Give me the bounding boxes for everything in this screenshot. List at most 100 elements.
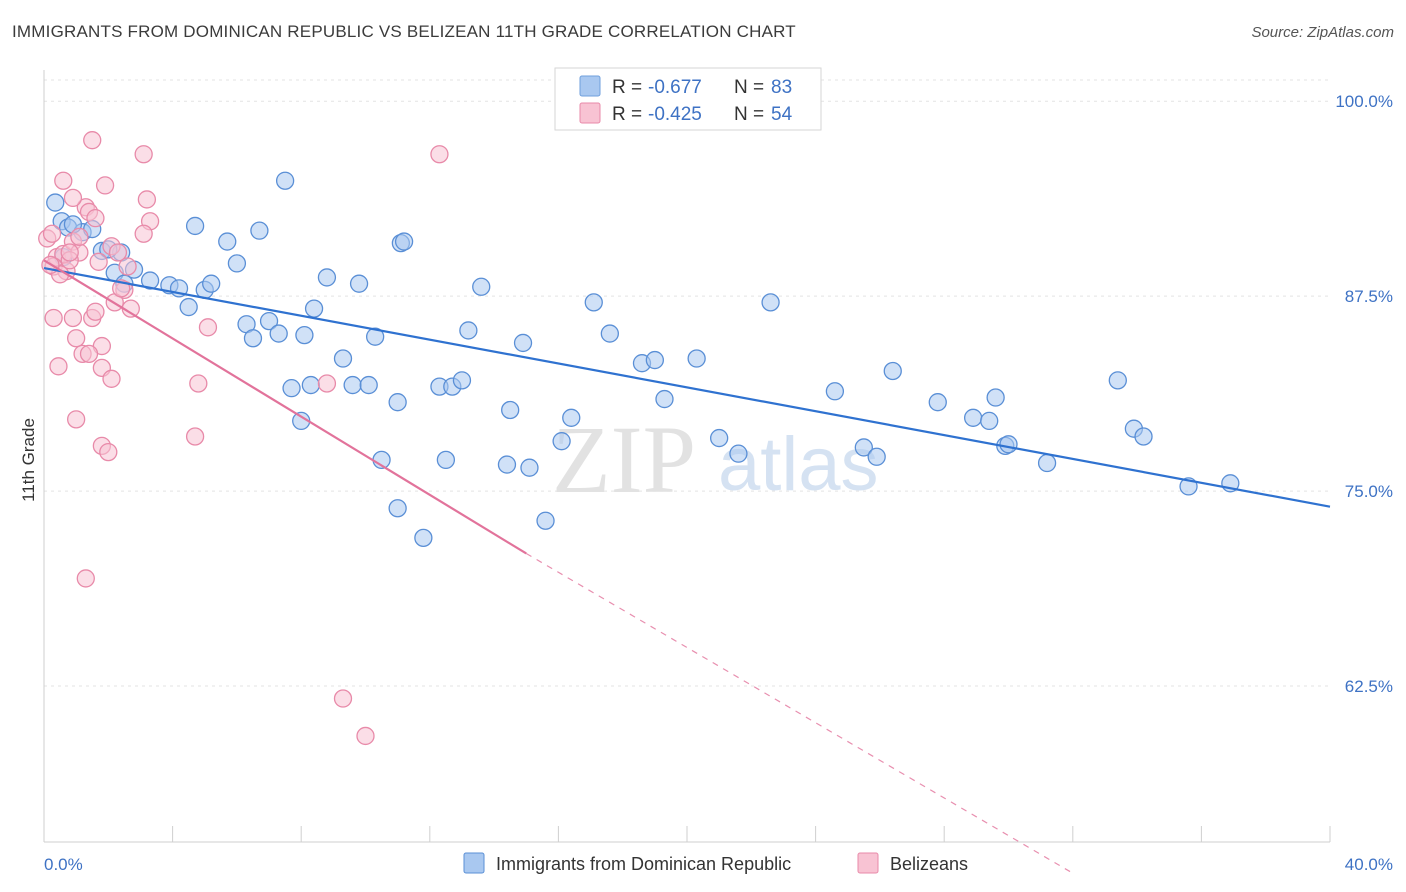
legend-r-label: R = xyxy=(612,104,642,125)
point-dominican xyxy=(359,375,378,395)
y-tick-labels: 100.0% 87.5% 75.0% 62.5% xyxy=(1335,92,1393,696)
point-belizean xyxy=(89,252,108,271)
data-points xyxy=(38,131,1240,746)
legend-n-value: 83 xyxy=(771,77,792,98)
point-dominican xyxy=(259,311,279,331)
legend-r-value: -0.677 xyxy=(648,77,702,98)
legend-swatch xyxy=(579,75,601,97)
point-belizean xyxy=(108,243,128,262)
point-dominican xyxy=(501,400,520,420)
y-tick-label: 87.5% xyxy=(1345,287,1393,306)
point-dominican xyxy=(202,274,221,293)
trend-lines xyxy=(43,259,1331,874)
point-dominican xyxy=(1108,371,1127,390)
x-tick-label: 40.0% xyxy=(1345,855,1393,874)
trend-line-belizean-extension xyxy=(525,552,1074,874)
point-dominican xyxy=(1134,427,1153,446)
point-dominican xyxy=(710,428,729,448)
point-dominican xyxy=(243,329,263,348)
bottom-legend-label: Belizeans xyxy=(890,854,968,874)
point-dominican xyxy=(986,388,1005,407)
point-belizean xyxy=(333,689,353,708)
point-belizean xyxy=(79,344,99,363)
point-dominican xyxy=(980,411,999,431)
point-dominican xyxy=(333,349,353,368)
point-dominican xyxy=(867,447,886,466)
legend: R = -0.677 N = 83 R = -0.425 N = 54 xyxy=(554,67,822,131)
point-dominican xyxy=(179,297,198,317)
point-belizean xyxy=(185,427,205,446)
legend-swatch xyxy=(579,102,601,124)
legend-r-value: -0.425 xyxy=(648,104,702,125)
y-tick-label: 75.0% xyxy=(1345,482,1393,501)
point-belizean xyxy=(317,374,337,393)
point-dominican xyxy=(388,499,407,518)
point-belizean xyxy=(118,257,137,276)
point-dominican xyxy=(414,528,433,548)
point-dominican xyxy=(452,371,472,390)
point-dominican xyxy=(218,232,237,251)
point-belizean xyxy=(198,318,218,337)
point-dominican xyxy=(282,379,301,398)
point-dominican xyxy=(854,438,873,457)
point-dominican xyxy=(552,432,571,451)
point-dominican xyxy=(250,221,269,240)
chart-title: IMMIGRANTS FROM DOMINICAN REPUBLIC VS BE… xyxy=(12,22,796,41)
point-belizean xyxy=(49,357,68,376)
point-dominican xyxy=(394,232,414,251)
legend-n-label: N = xyxy=(734,77,764,98)
point-dominican xyxy=(883,361,902,381)
point-belizean xyxy=(60,243,79,262)
point-dominican xyxy=(301,375,320,395)
point-dominican xyxy=(536,511,555,530)
point-dominican xyxy=(687,349,706,368)
legend-n-label: N = xyxy=(734,104,764,125)
point-dominican xyxy=(562,408,581,427)
point-dominican xyxy=(655,389,674,409)
x-tick-label: 0.0% xyxy=(44,855,83,874)
y-tick-label: 100.0% xyxy=(1335,92,1393,111)
point-belizean xyxy=(63,188,83,208)
point-dominican xyxy=(365,327,385,346)
point-dominican xyxy=(317,268,337,287)
point-dominican xyxy=(761,293,780,312)
watermark-atlas: atlas xyxy=(718,422,879,507)
point-dominican xyxy=(46,193,65,212)
point-belizean xyxy=(67,329,86,348)
point-belizean xyxy=(430,145,449,164)
point-belizean xyxy=(189,374,208,393)
point-dominican xyxy=(227,254,247,273)
point-belizean xyxy=(83,131,102,150)
chart-source: Source: ZipAtlas.com xyxy=(1251,24,1394,41)
point-dominican xyxy=(1037,453,1057,473)
y-tick-label: 62.5% xyxy=(1345,677,1393,696)
point-belizean xyxy=(76,569,95,588)
legend-n-value: 54 xyxy=(771,104,793,125)
bottom-legend-swatch xyxy=(857,852,879,874)
point-belizean xyxy=(102,369,121,388)
x-tick-labels: 0.0% 40.0% xyxy=(44,855,1393,874)
point-dominican xyxy=(600,324,619,343)
point-belizean xyxy=(356,726,375,746)
point-belizean xyxy=(137,190,157,209)
point-dominican xyxy=(185,216,205,236)
bottom-legend-swatch xyxy=(463,852,485,874)
trend-line-dominican xyxy=(43,266,1331,508)
bottom-legend: Immigrants from Dominican Republic Belize… xyxy=(463,852,968,874)
point-belizean xyxy=(67,410,86,429)
point-dominican xyxy=(497,455,517,474)
point-dominican xyxy=(388,393,407,412)
point-dominican xyxy=(513,333,533,353)
point-belizean xyxy=(86,302,105,321)
legend-r-label: R = xyxy=(612,77,642,98)
point-dominican xyxy=(295,325,314,345)
point-dominican xyxy=(459,321,478,340)
point-dominican xyxy=(825,382,845,401)
point-dominican xyxy=(275,171,295,190)
point-dominican xyxy=(472,277,491,296)
point-dominican xyxy=(349,274,369,293)
point-belizean xyxy=(99,442,118,462)
axes xyxy=(43,70,1331,843)
point-dominican xyxy=(140,271,160,290)
